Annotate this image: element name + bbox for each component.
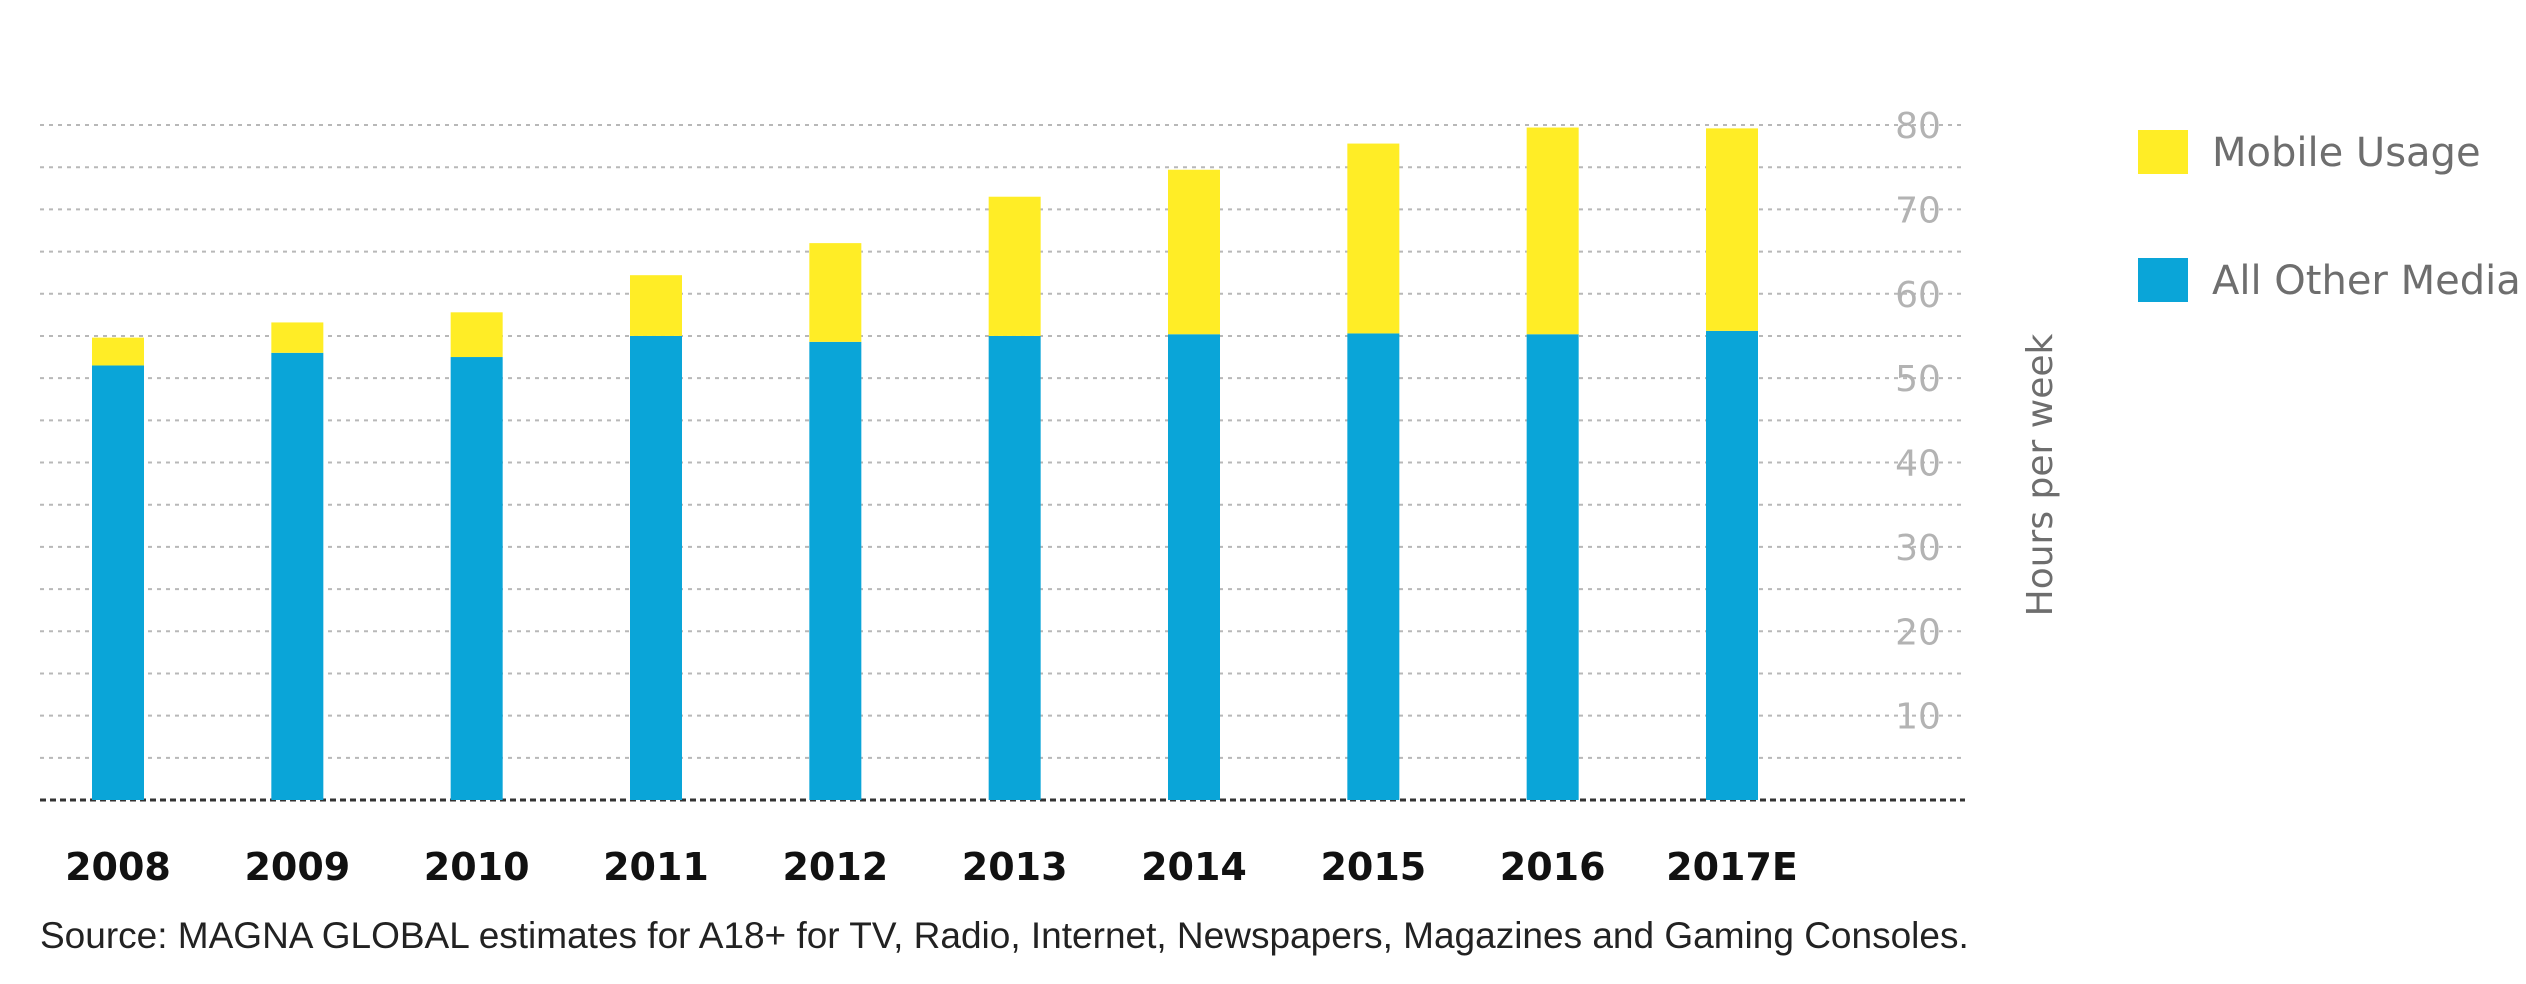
y-tick-label: 70: [1895, 190, 1941, 231]
legend-item: All Other Media: [2138, 258, 2521, 304]
bar-all-other-media: [450, 357, 503, 800]
x-tick-label: 2017E: [1666, 845, 1798, 889]
bar-mobile-usage: [1526, 127, 1579, 335]
bar-all-other-media: [1168, 334, 1220, 800]
source-note: Source: MAGNA GLOBAL estimates for A18+ …: [40, 915, 1969, 956]
y-tick-label: 10: [1895, 697, 1941, 738]
bar-mobile-usage: [450, 312, 503, 358]
bar-all-other-media: [1526, 334, 1579, 800]
bar-mobile-usage: [1706, 128, 1758, 331]
bar-mobile-usage: [988, 196, 1041, 336]
x-tick-label: 2010: [424, 845, 530, 889]
legend-label: All Other Media: [2212, 258, 2521, 304]
bar-mobile-usage: [630, 275, 682, 336]
x-tick-label: 2009: [244, 845, 350, 889]
bar-all-other-media: [92, 365, 144, 800]
x-tick-label: 2015: [1320, 845, 1426, 889]
bar-all-other-media: [1347, 333, 1400, 800]
y-axis-label: Hours per week: [2020, 333, 2061, 616]
bar-mobile-usage: [271, 322, 324, 353]
y-tick-label: 40: [1895, 444, 1941, 485]
bar-mobile-usage: [809, 243, 862, 342]
bar-all-other-media: [988, 335, 1041, 800]
x-tick-label: 2008: [65, 845, 171, 889]
bar-all-other-media: [809, 341, 862, 800]
legend: Mobile Usage All Other Media: [2138, 130, 2521, 304]
bar-mobile-usage: [1168, 169, 1220, 335]
bar-mobile-usage: [1347, 143, 1400, 334]
gridlines: [40, 124, 1965, 802]
y-tick-label: 50: [1895, 359, 1941, 400]
legend-label: Mobile Usage: [2212, 130, 2481, 176]
x-tick-label: 2011: [603, 845, 709, 889]
x-tick-label: 2013: [962, 845, 1068, 889]
y-tick-label: 30: [1895, 528, 1941, 569]
bars: [92, 127, 1758, 800]
legend-item: Mobile Usage: [2138, 130, 2481, 176]
bar-mobile-usage: [92, 337, 144, 366]
legend-swatch: [2138, 258, 2188, 302]
x-tick-label: 2016: [1500, 845, 1606, 889]
legend-swatch: [2138, 130, 2188, 174]
bar-all-other-media: [630, 335, 682, 800]
x-tick-label: 2012: [782, 845, 888, 889]
y-tick-labels: 10 20 30 40 50 60 70 80: [1895, 106, 1941, 738]
bar-all-other-media: [271, 352, 324, 800]
y-tick-label: 20: [1895, 612, 1941, 653]
y-tick-label: 80: [1895, 106, 1941, 147]
y-tick-label: 60: [1895, 275, 1941, 316]
x-tick-label: 2014: [1141, 845, 1247, 889]
bar-all-other-media: [1706, 330, 1758, 800]
x-tick-labels: 2008 2009 2010 2011 2012 2013 2014 2015 2016 2017…: [65, 845, 1798, 889]
